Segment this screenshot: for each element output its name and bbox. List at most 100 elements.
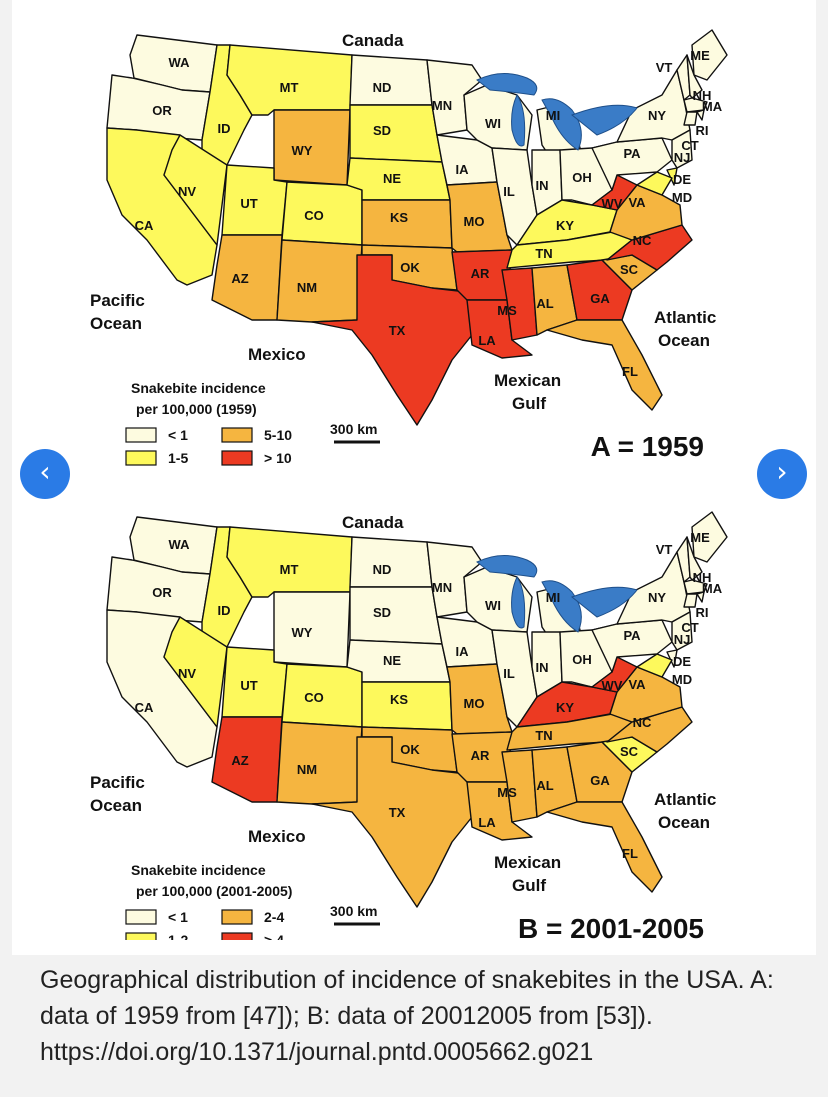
state-label-nv: NV [178,666,196,681]
state-me [691,511,728,563]
state-label-ms: MS [497,303,517,318]
state-label-la: LA [478,815,496,830]
state-label-ut: UT [240,678,257,693]
state-label-ia: IA [456,162,470,177]
state-nv [163,134,228,246]
state-label-az: AZ [231,271,248,286]
state-label-nd: ND [373,562,392,577]
great-lake-2 [511,93,526,147]
state-label-mo: MO [464,214,485,229]
panel-title: A = 1959 [591,431,704,462]
atlantic-label-line2: Ocean [658,331,710,350]
state-nh [686,536,703,581]
state-label-tx: TX [389,805,406,820]
gulf-label-line1: Mexican [494,853,561,872]
legend-swatch-low [125,909,157,925]
state-label-nv: NV [178,184,196,199]
state-label-me: ME [690,48,710,63]
state-label-ga: GA [590,773,610,788]
state-label-ky: KY [556,700,574,715]
state-label-sc: SC [620,262,639,277]
state-label-tx: TX [389,323,406,338]
state-label-mt: MT [280,562,299,577]
legend-label-low: < 1 [168,427,188,443]
great-lake-4 [571,104,638,136]
pacific-label-line2: Ocean [90,796,142,815]
state-nj [671,611,693,651]
state-label-sc: SC [620,744,639,759]
legend-label-top: > 4 [264,932,284,940]
legend-label-mid: 1-2 [168,932,188,940]
state-label-ny: NY [648,590,666,605]
legend-title-line1: Snakebite incidence [131,380,266,396]
state-sd [349,104,443,163]
state-tx [311,736,473,908]
state-label-pa: PA [623,628,641,643]
state-label-ny: NY [648,108,666,123]
great-lake-4 [571,586,638,618]
state-label-ca: CA [135,218,154,233]
previous-button[interactable]: ‹ [20,449,70,499]
state-label-mi: MI [546,108,560,123]
mexico-label: Mexico [248,827,306,846]
state-label-tn: TN [535,728,552,743]
state-label-mn: MN [432,580,452,595]
state-label-ok: OK [400,260,420,275]
state-label-id: ID [218,121,231,136]
state-label-il: IL [503,184,515,199]
state-label-md: MD [672,672,692,687]
pacific-label-line2: Ocean [90,314,142,333]
state-label-fl: FL [622,364,638,379]
state-label-pa: PA [623,146,641,161]
great-lake-1 [476,73,538,96]
state-label-wi: WI [485,598,501,613]
state-label-ri: RI [696,123,709,138]
state-label-al: AL [536,296,553,311]
state-fl [546,801,663,893]
legend-swatch-low [125,427,157,443]
legend-swatch-mid [125,450,157,466]
legend-swatch-top [221,450,253,466]
great-lake-2 [511,575,526,629]
legend-label-high: 5-10 [264,427,292,443]
state-label-wv: WV [602,196,623,211]
state-label-ne: NE [383,653,401,668]
state-label-mn: MN [432,98,452,113]
state-label-ar: AR [471,748,490,763]
state-label-nj: NJ [674,150,691,165]
gulf-label-line2: Gulf [512,876,546,895]
state-tx [311,254,473,426]
state-label-ok: OK [400,742,420,757]
state-label-ri: RI [696,605,709,620]
state-label-tn: TN [535,246,552,261]
next-button[interactable]: › [757,449,807,499]
state-ma [683,579,708,595]
state-label-mi: MI [546,590,560,605]
state-label-wy: WY [292,625,313,640]
gulf-label-line2: Gulf [512,394,546,413]
legend-swatch-mid [125,932,157,940]
state-nv [163,616,228,728]
map-1959: WA OR CA ID NV MT WY UT AZ CO NM ND SD NE KS OK TX MN IA MO… [90,29,728,466]
state-ma [683,97,708,113]
state-label-sd: SD [373,123,391,138]
state-label-in: IN [536,660,549,675]
canada-label: Canada [342,31,404,50]
state-label-ks: KS [390,210,408,225]
state-label-ar: AR [471,266,490,281]
state-label-in: IN [536,178,549,193]
state-label-vt: VT [656,542,673,557]
state-label-la: LA [478,333,496,348]
state-label-ga: GA [590,291,610,306]
atlantic-label-line1: Atlantic [654,790,716,809]
legend-title-line2: per 100,000 (2001-2005) [136,883,292,899]
state-md [636,653,673,678]
atlantic-label-line2: Ocean [658,813,710,832]
state-label-nc: NC [633,715,652,730]
state-label-id: ID [218,603,231,618]
state-label-de: DE [673,654,691,669]
state-ga [566,259,633,321]
state-label-fl: FL [622,846,638,861]
state-ms [501,749,538,823]
state-label-de: DE [673,172,691,187]
